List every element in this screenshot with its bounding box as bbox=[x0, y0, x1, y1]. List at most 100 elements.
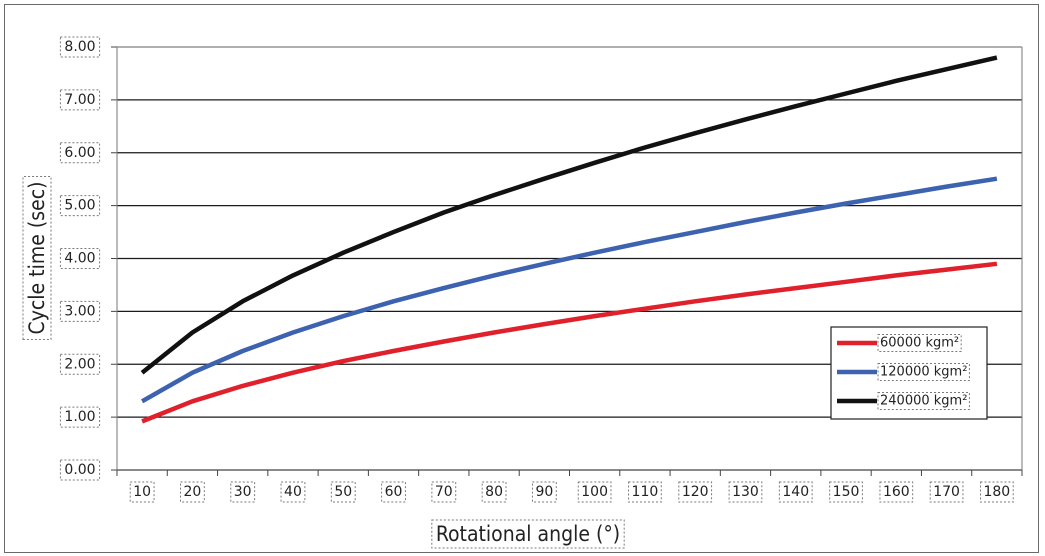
y-tick-label-6.00-text: 6.00 bbox=[64, 145, 95, 161]
x-tick-label-50-box bbox=[330, 481, 356, 503]
y-tick-label-2.00-box bbox=[59, 353, 101, 375]
x-tick-label-170: 170 bbox=[929, 481, 964, 503]
x-tick-label-50-text: 50 bbox=[334, 484, 352, 500]
x-axis-title-text: Rotational angle (°) bbox=[436, 522, 620, 546]
y-tick-label-1.00-text: 1.00 bbox=[64, 409, 95, 425]
y-tick-label-1.00: 1.00 bbox=[59, 406, 101, 428]
x-tick-label-150-text: 150 bbox=[833, 484, 860, 500]
x-tick-label-90-text: 90 bbox=[535, 484, 553, 500]
x-tick-label-20-box bbox=[180, 481, 205, 503]
x-tick-label-70-box bbox=[431, 481, 457, 503]
x-tick-label-120-text: 120 bbox=[682, 484, 709, 500]
y-tick-label-8.00: 8.00 bbox=[59, 36, 101, 58]
x-tick-label-40: 40 bbox=[280, 481, 306, 503]
x-tick-label-50: 50 bbox=[330, 481, 356, 503]
x-tick-label-120: 120 bbox=[678, 481, 713, 503]
x-tick-label-40-box bbox=[280, 481, 306, 503]
x-tick-label-110: 110 bbox=[628, 481, 662, 503]
y-tick-label-8.00-box bbox=[59, 36, 101, 58]
x-axis-ticks: 10 20 30 40 50 60 70 80 90 100 110 120 130 140 150 160 1… bbox=[129, 481, 1014, 503]
x-tick-label-80-box bbox=[481, 481, 507, 503]
y-tick-label-8.00-text: 8.00 bbox=[64, 39, 95, 55]
x-tick-label-140-text: 140 bbox=[782, 484, 809, 500]
legend-label-box bbox=[877, 392, 970, 410]
y-tick-label-2.00-text: 2.00 bbox=[64, 356, 95, 372]
x-tick-label-100-box bbox=[577, 481, 612, 503]
x-tick-label-110-box bbox=[628, 481, 662, 503]
y-tick-label-1.00-box bbox=[59, 406, 101, 428]
x-tick-label-70-text: 70 bbox=[435, 484, 453, 500]
series-line-2 bbox=[140, 176, 998, 404]
y-axis-ticks: 0.00 1.00 2.00 3.00 4.00 5.00 6.00 7.00 8.00 bbox=[59, 36, 101, 481]
y-tick-label-5.00: 5.00 bbox=[59, 195, 101, 217]
x-tick-label-160-text: 160 bbox=[883, 484, 910, 500]
x-tick-label-60-box bbox=[381, 481, 406, 503]
y-tick-label-7.00: 7.00 bbox=[59, 89, 101, 111]
legend-label-1: 60000 kgm² bbox=[880, 336, 959, 351]
legend-label-box bbox=[877, 334, 962, 352]
y-tick-label-2.00: 2.00 bbox=[59, 353, 101, 375]
x-tick-label-130-box bbox=[728, 481, 763, 503]
legend-label-box bbox=[877, 363, 970, 381]
y-tick-label-7.00-text: 7.00 bbox=[64, 92, 95, 108]
y-tick-label-4.00-box bbox=[59, 248, 101, 269]
y-tick-label-5.00-box bbox=[59, 195, 101, 217]
y-tick-label-5.00-text: 5.00 bbox=[64, 198, 95, 214]
x-tick-label-60: 60 bbox=[381, 481, 406, 503]
y-tick-label-3.00-box bbox=[59, 300, 101, 322]
x-tick-label-100-text: 100 bbox=[581, 484, 608, 500]
y-tick-label-3.00-text: 3.00 bbox=[64, 303, 95, 319]
x-tick-label-170-text: 170 bbox=[933, 484, 960, 500]
x-tick-label-90: 90 bbox=[531, 481, 557, 503]
series-lines bbox=[140, 55, 998, 424]
y-axis-title-text: Cycle time (sec) bbox=[25, 182, 49, 335]
x-tick-label-160-box bbox=[879, 481, 914, 503]
x-tick-label-130: 130 bbox=[728, 481, 763, 503]
x-tick-label-110-text: 110 bbox=[632, 484, 659, 500]
x-tick-label-30-text: 30 bbox=[234, 484, 252, 500]
x-tick-label-180: 180 bbox=[979, 481, 1014, 503]
x-tick-label-90-box bbox=[531, 481, 557, 503]
y-tick-label-0.00-text: 0.00 bbox=[64, 462, 95, 478]
x-tick-label-20: 20 bbox=[180, 481, 205, 503]
x-tick-label-150-box bbox=[829, 481, 863, 503]
x-tick-label-70: 70 bbox=[431, 481, 457, 503]
y-tick-label-4.00-text: 4.00 bbox=[64, 251, 95, 267]
y-tick-label-0.00-box bbox=[59, 459, 101, 481]
y-tick-label-0.00: 0.00 bbox=[59, 459, 101, 481]
x-tick-label-10-text: 10 bbox=[133, 484, 151, 500]
legend-entry-3: 240000 kgm² bbox=[877, 392, 970, 410]
legend-label-3: 240000 kgm² bbox=[880, 394, 967, 409]
x-tick-label-30: 30 bbox=[230, 481, 256, 503]
y-tick-label-7.00-box bbox=[59, 89, 101, 111]
y-axis-title: Cycle time (sec) bbox=[22, 176, 52, 340]
x-tick-label-30-box bbox=[230, 481, 256, 503]
x-tick-label-10-box bbox=[129, 481, 155, 503]
series-line-3 bbox=[140, 55, 998, 375]
y-tick-label-6.00: 6.00 bbox=[59, 142, 101, 164]
x-tick-label-180-box bbox=[979, 481, 1014, 503]
x-tick-label-140-box bbox=[778, 481, 813, 503]
x-tick-label-100: 100 bbox=[577, 481, 612, 503]
x-tick-label-120-box bbox=[678, 481, 713, 503]
y-tick-label-6.00-box bbox=[59, 142, 101, 164]
axis-titles: Rotational angle (°) Cycle time (sec) bbox=[22, 176, 625, 549]
y-tick-label-3.00: 3.00 bbox=[59, 300, 101, 322]
legend-entry-1: 60000 kgm² bbox=[877, 334, 962, 352]
y-axis-title-box bbox=[22, 176, 52, 340]
x-tick-label-40-text: 40 bbox=[284, 484, 302, 500]
x-tick-label-180-text: 180 bbox=[983, 484, 1010, 500]
x-tick-label-170-box bbox=[929, 481, 964, 503]
x-tick-label-150: 150 bbox=[829, 481, 863, 503]
x-tick-label-130-text: 130 bbox=[732, 484, 759, 500]
x-tick-label-160: 160 bbox=[879, 481, 914, 503]
legend-label-2: 120000 kgm² bbox=[880, 365, 967, 380]
x-tick-label-20-text: 20 bbox=[184, 484, 202, 500]
x-tick-label-60-text: 60 bbox=[385, 484, 403, 500]
x-tick-label-10: 10 bbox=[129, 481, 155, 503]
x-axis-title: Rotational angle (°) bbox=[431, 519, 625, 549]
series-line-1 bbox=[141, 261, 998, 424]
x-tick-label-140: 140 bbox=[778, 481, 813, 503]
y-tick-label-4.00: 4.00 bbox=[59, 248, 101, 269]
